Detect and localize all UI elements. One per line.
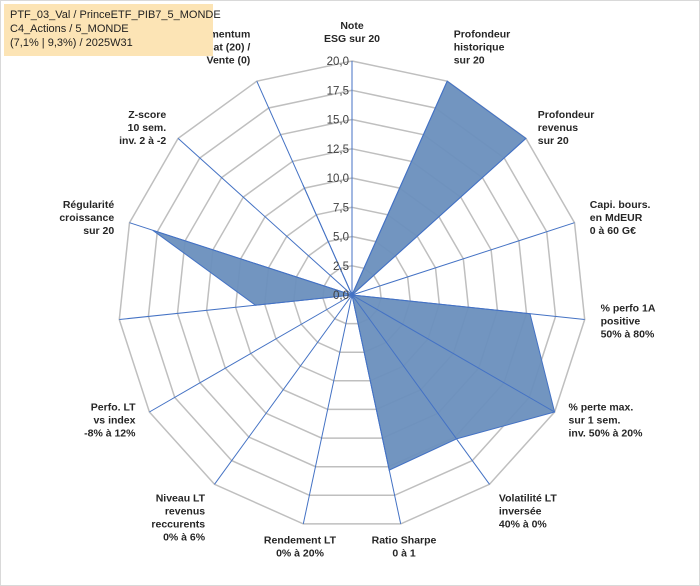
tick-label: 5,0 [333, 232, 349, 244]
spoke-line [119, 294, 353, 320]
tick-label: 12,5 [327, 144, 349, 156]
spoke-line [129, 222, 353, 296]
spoke-line [351, 80, 448, 296]
axis-label: Z-score 10 sem. inv. 2 à -2 [119, 109, 166, 147]
spoke-line [351, 294, 490, 485]
spoke-line [149, 294, 353, 413]
grid-ring [176, 118, 528, 468]
tick-label: 10,0 [327, 173, 349, 185]
chart-title-box: PTF_03_Val / PrinceETF_PIB7_5_MONDE C4_A… [4, 4, 221, 56]
axis-label: Profondeur revenus sur 20 [538, 109, 595, 147]
spoke-line [302, 294, 353, 525]
spoke-line [256, 80, 353, 296]
spoke-line [351, 138, 527, 296]
grid-ring [147, 89, 557, 497]
grid-ring [118, 60, 586, 525]
grid-ring [205, 148, 499, 439]
tick-label: 0,0 [333, 290, 349, 302]
axis-label: Capi. bours. en MdEUR 0 à 60 G€ [590, 199, 651, 237]
axis-label: % perfo 1A positive 50% à 80% [601, 303, 656, 341]
axis-label: Perfo. LT vs index -8% à 12% [84, 402, 136, 440]
axis-label: Régularité croissance sur 20 [59, 199, 114, 237]
radar-spokes [119, 61, 585, 525]
spoke-line [351, 294, 402, 525]
title-line-1: PTF_03_Val / PrinceETF_PIB7_5_MONDE [10, 9, 221, 21]
spoke-line [177, 138, 353, 296]
tick-label: 20,0 [327, 56, 349, 68]
tick-label: 7,5 [333, 202, 349, 214]
grid-ring [322, 265, 382, 325]
grid-ring [234, 177, 470, 411]
radar-ticks: 0,0 2,5 5,0 7,5 10,0 12,5 15,0 17,5 20,0 [327, 56, 349, 302]
radar-grid [118, 60, 586, 525]
spoke-line [351, 294, 585, 320]
grid-ring [263, 206, 441, 382]
grid-ring [293, 235, 411, 353]
axis-label: Note ESG sur 20 [324, 20, 380, 45]
spoke-line [351, 222, 575, 296]
tick-label: 17,5 [327, 85, 349, 97]
axis-label: Niveau LT revenus reccurents 0% à 6% [151, 492, 205, 543]
axis-label: Profondeur historique sur 20 [454, 29, 511, 67]
title-line-2: C4_Actions / 5_MONDE [10, 23, 129, 35]
spoke-line [214, 294, 353, 485]
title-line-3: (7,1% | 9,3%) / 2025W31 [10, 37, 133, 49]
axis-label: Volatilité LT inversée 40% à 0% [499, 492, 558, 530]
axis-label: Ratio Sharpe 0 à 1 [372, 535, 437, 560]
spoke-line [351, 294, 555, 413]
tick-label: 15,0 [327, 115, 349, 127]
axis-label: % perte max. sur 1 sem. inv. 50% à 20% [569, 402, 644, 440]
axis-label: Rendement LT 0% à 20% [264, 535, 337, 560]
tick-label: 2,5 [333, 261, 349, 273]
radar-axis-labels: Note ESG sur 20 Profondeur historique sur 20… [59, 20, 656, 560]
